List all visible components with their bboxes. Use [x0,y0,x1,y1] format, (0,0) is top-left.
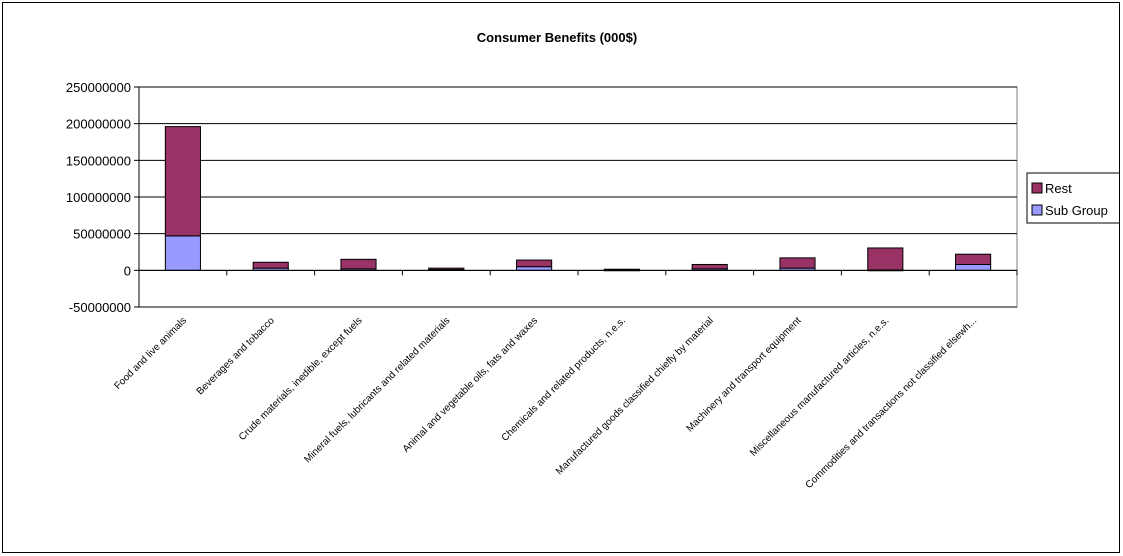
y-tick-label: 100000000 [66,190,131,205]
x-category-label: Beverages and tobacco [195,315,277,397]
y-tick-label: 150000000 [66,153,131,168]
x-category-label: Miscellaneous manufactured articles, n.e… [748,315,891,458]
y-tick-label: 200000000 [66,117,131,132]
bar-segment-sub-group [516,266,553,271]
y-tick-label: 250000000 [66,80,131,95]
legend-label: Rest [1045,181,1072,196]
x-category-label: Food and live animals [112,315,189,392]
chart-title: Consumer Benefits (000$) [477,30,637,45]
legend-swatch [1031,204,1043,216]
bar-segment-rest [428,267,465,271]
axes [138,87,1018,307]
bar-segment-sub-group [164,235,201,271]
legend-label: Sub Group [1045,203,1108,218]
bar-segment-rest [691,263,728,270]
y-tick-label: 50000000 [73,227,131,242]
y-tick-label: 0 [124,263,131,278]
y-axis-ticks: 250000000 200000000 150000000 100000000 5000… [66,80,139,315]
x-category-label: Mineral fuels, lubricants and related ma… [302,315,452,465]
x-category-label: Manufactured goods classified chiefly by… [554,315,716,477]
bar-segment-rest [252,261,289,269]
x-category-label: Animal and vegetable oils, fats and waxe… [401,315,540,454]
bar-segment-rest [164,126,201,237]
bar-segment-sub-group [955,263,992,271]
bar-segment-rest [340,258,377,270]
x-category-label: Commodities and transactions not classif… [804,315,980,491]
bar-segment-rest [516,259,553,268]
bars [164,126,992,272]
y-tick-label: -50000000 [69,300,131,315]
legend-swatch [1031,182,1043,194]
x-axis-category-labels: Food and live animals Beverages and tobac… [112,315,979,491]
bar-segment-rest [779,257,816,269]
chart-svg: Consumer Benefits (000$) 250000000 200000… [66,30,1119,491]
legend: Rest Sub Group [1026,172,1119,224]
bar-segment-rest [955,253,992,265]
bar-segment-rest [867,247,904,271]
